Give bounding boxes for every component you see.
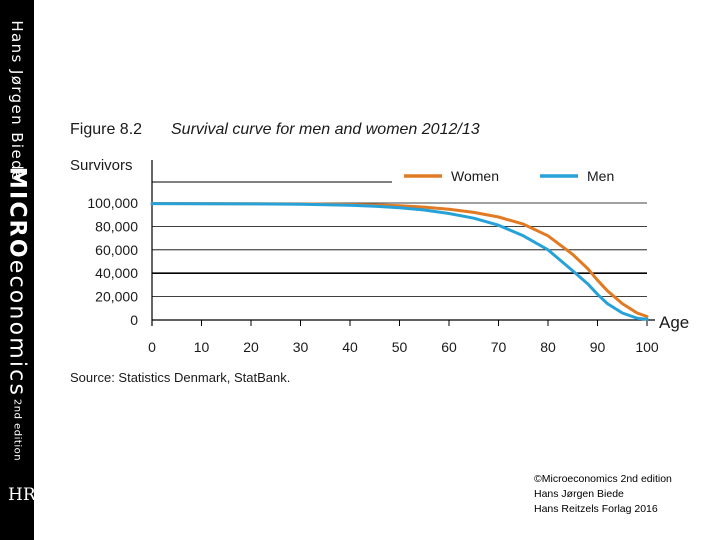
x-tick-label: 80	[540, 339, 556, 355]
publisher-logo: HR	[8, 485, 36, 505]
figure-number: Figure 8.2	[70, 121, 142, 138]
y-tick-label: 100,000	[87, 195, 138, 211]
x-axis-label: Age	[659, 313, 689, 332]
chart-title: Survival curve for men and women 2012/13	[171, 121, 480, 138]
y-tick-label: 40,000	[95, 265, 138, 281]
x-tick-label: 10	[194, 339, 210, 355]
x-tick-label: 0	[148, 339, 156, 355]
legend-label-men: Men	[587, 168, 614, 184]
x-tick-label: 60	[441, 339, 457, 355]
x-tick-label: 70	[491, 339, 507, 355]
x-tick-label: 30	[293, 339, 309, 355]
x-tick-label: 100	[635, 339, 659, 355]
legend-label-women: Women	[451, 168, 499, 184]
series-line-women	[150, 202, 649, 318]
book-sidebar: Hans Jørgen Biede MICROeconomics 2nd edi…	[0, 0, 36, 540]
x-tick-label: 50	[392, 339, 408, 355]
y-tick-label: 60,000	[95, 242, 138, 258]
x-tick-label: 40	[342, 339, 358, 355]
y-tick-label: 0	[130, 312, 138, 328]
chart-legend: Women Men	[404, 168, 614, 184]
x-tick-label: 20	[243, 339, 259, 355]
y-tick-label: 20,000	[95, 289, 138, 305]
y-axis-label: Survivors	[70, 157, 133, 174]
copyright-line-1: ©Microeconomics 2nd edition	[534, 473, 672, 485]
x-tick-label: 90	[590, 339, 606, 355]
y-tick-label: 80,000	[95, 218, 138, 234]
copyright-line-3: Hans Reitzels Forlag 2016	[534, 503, 658, 515]
source-note: Source: Statistics Denmark, StatBank.	[70, 370, 290, 385]
copyright-block: ©Microeconomics 2nd edition Hans Jørgen …	[534, 472, 672, 517]
copyright-line-2: Hans Jørgen Biede	[534, 488, 624, 500]
series-line-men	[150, 202, 649, 321]
